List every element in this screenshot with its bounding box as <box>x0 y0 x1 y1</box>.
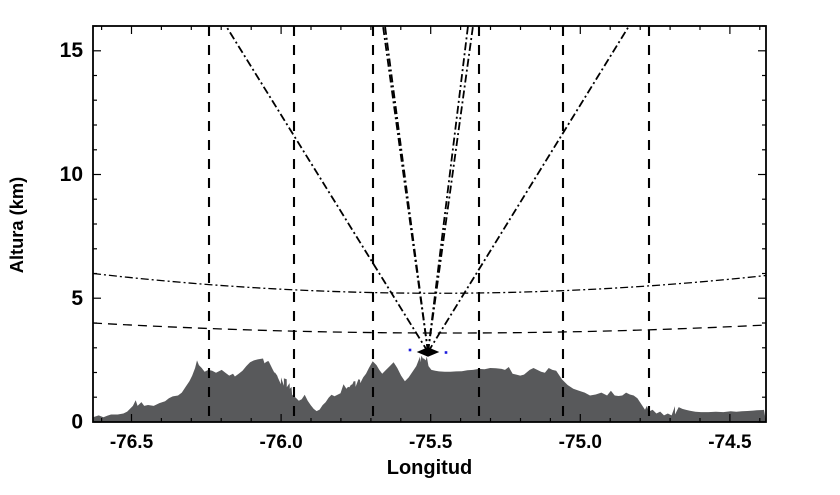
svg-text:-74.5: -74.5 <box>708 432 752 453</box>
svg-text:-76.0: -76.0 <box>259 432 302 453</box>
svg-text:-75.0: -75.0 <box>559 432 602 453</box>
svg-text:10: 10 <box>60 163 83 186</box>
svg-text:5: 5 <box>71 287 83 310</box>
svg-text:-76.5: -76.5 <box>110 432 154 453</box>
svg-text:Altura (km): Altura (km) <box>6 177 27 274</box>
svg-text:0: 0 <box>71 411 83 434</box>
svg-text:-75.5: -75.5 <box>409 432 453 453</box>
svg-text:Longitud: Longitud <box>387 457 473 479</box>
svg-text:15: 15 <box>60 39 84 62</box>
